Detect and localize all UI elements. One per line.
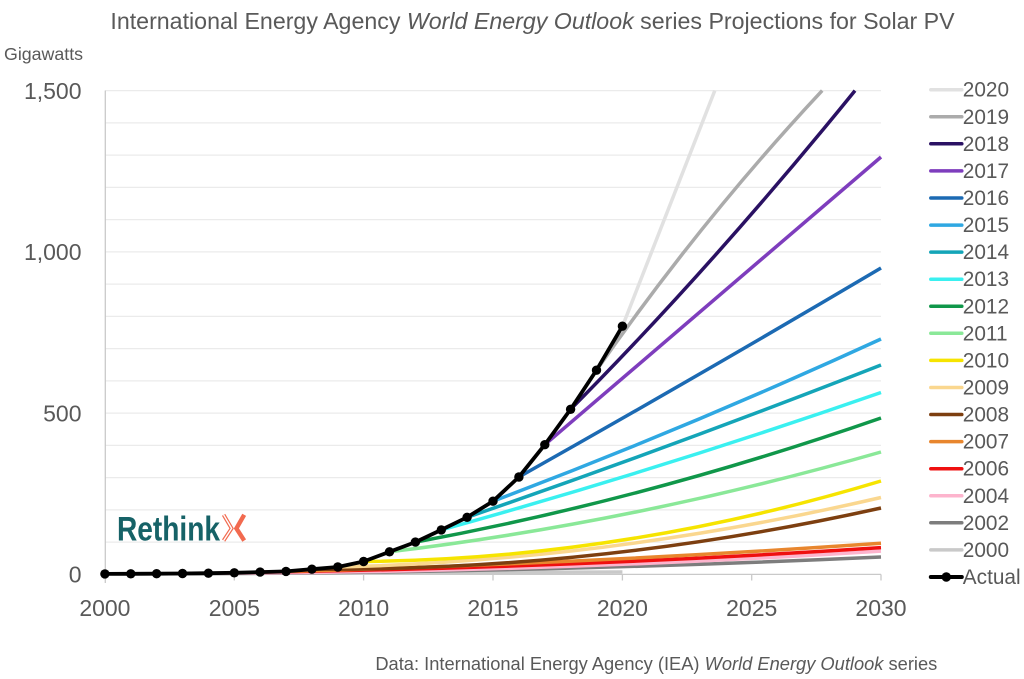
svg-text:Gigawatts: Gigawatts [4,44,83,64]
svg-text:2016: 2016 [963,187,1009,210]
svg-text:2018: 2018 [963,133,1009,156]
svg-text:2020: 2020 [597,595,648,621]
svg-text:1,000: 1,000 [24,239,82,265]
svg-text:500: 500 [43,400,81,426]
svg-text:2030: 2030 [855,595,906,621]
svg-text:2013: 2013 [963,268,1009,291]
svg-text:1,500: 1,500 [24,78,82,104]
svg-text:2000: 2000 [963,539,1009,562]
svg-text:2005: 2005 [209,595,260,621]
svg-text:2014: 2014 [963,241,1009,264]
svg-text:2025: 2025 [726,595,777,621]
svg-text:2002: 2002 [963,512,1009,535]
svg-text:2004: 2004 [963,485,1009,508]
svg-text:2015: 2015 [467,595,518,621]
svg-text:2019: 2019 [963,106,1009,129]
svg-text:Data: International Energy Age: Data: International Energy Agency (IEA) … [375,653,937,674]
svg-text:Rethink: Rethink [117,511,220,549]
svg-text:2017: 2017 [963,160,1009,183]
svg-text:2015: 2015 [963,214,1009,237]
svg-text:2008: 2008 [963,404,1009,427]
svg-text:2006: 2006 [963,458,1009,481]
svg-text:2010: 2010 [963,349,1009,372]
svg-text:Actual: Actual [963,566,1021,589]
svg-text:2009: 2009 [963,377,1009,400]
svg-text:International Energy Agency Wo: International Energy Agency World Energy… [110,8,955,34]
svg-text:2007: 2007 [963,431,1009,454]
svg-text:0: 0 [69,562,82,588]
svg-text:2000: 2000 [79,595,130,621]
svg-text:2011: 2011 [963,322,1008,345]
svg-text:2010: 2010 [338,595,389,621]
svg-text:2012: 2012 [963,295,1009,318]
svg-text:2020: 2020 [963,79,1009,102]
